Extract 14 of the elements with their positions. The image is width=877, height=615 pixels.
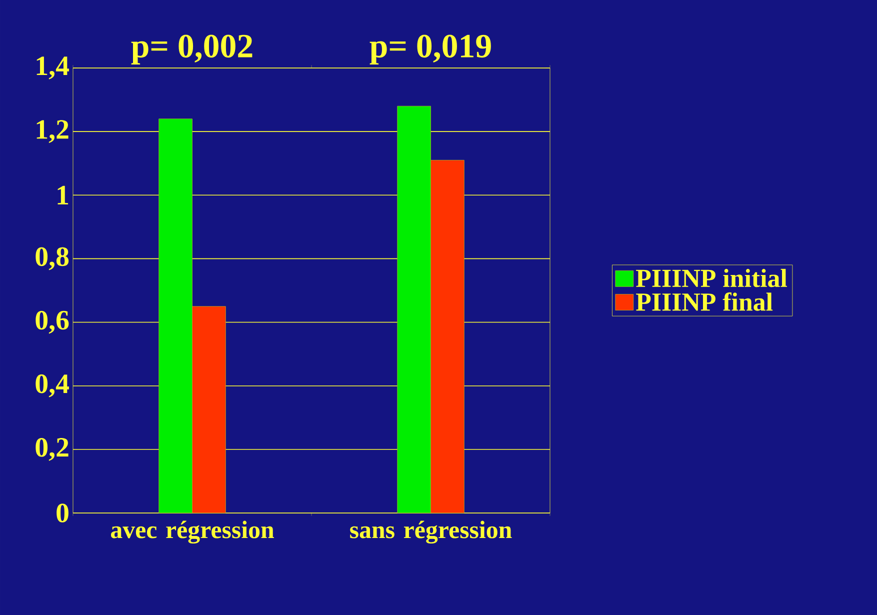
- y-tick-label: 0,2: [36, 438, 68, 461]
- text: p= 0,019: [370, 34, 491, 64]
- legend-label: PIIINP initial: [636, 268, 787, 288]
- x-tick-label: avec régression: [110, 520, 274, 544]
- legend-label: PIIINP final: [636, 292, 773, 311]
- y-tick-label: 0,4: [36, 374, 69, 398]
- y-tick-label: 1: [58, 186, 68, 204]
- y-tick-label: 0,6: [36, 310, 69, 334]
- y-tick-label: 0: [56, 504, 68, 522]
- y-tick-label: 1,2: [36, 120, 68, 143]
- y-tick-label: 1,4: [36, 56, 69, 80]
- text: p= 0,002: [131, 34, 252, 64]
- y-tick-label: 0,8: [36, 247, 69, 270]
- x-tick-label: sans régression: [350, 520, 512, 544]
